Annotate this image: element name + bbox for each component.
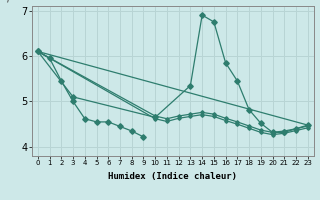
X-axis label: Humidex (Indice chaleur): Humidex (Indice chaleur) (108, 172, 237, 181)
Text: /: / (7, 0, 11, 3)
